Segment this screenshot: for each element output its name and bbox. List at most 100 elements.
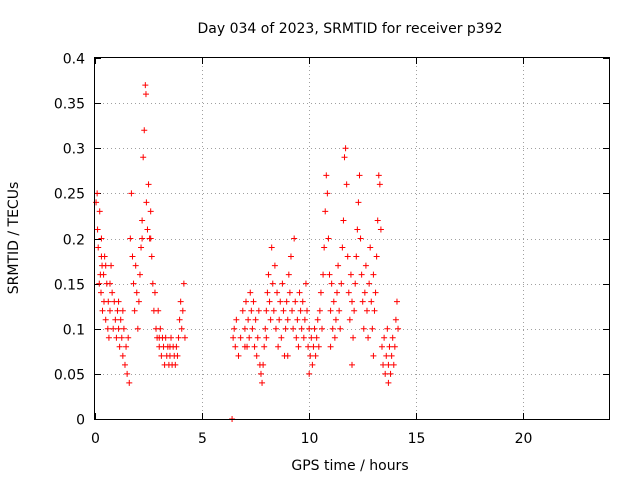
data-point [363,307,370,314]
data-point [179,307,186,314]
y-tick-label: 0.1 [63,323,85,339]
data-point [128,190,135,197]
y-axis-label: SRMTID / TECUs [6,182,22,295]
data-point [133,289,140,296]
data-point [345,289,352,296]
data-point [239,307,246,314]
data-point [173,343,180,350]
data-point [155,307,162,314]
data-point [362,262,369,269]
data-point [96,208,103,215]
data-point [358,271,365,278]
data-point [177,298,184,305]
data-point [304,307,311,314]
data-point [248,307,255,314]
axis-ticks: 0 0.05 0.1 0.15 0.2 0.25 0.3 0.35 0.4 0 5 10 15 20 [54,52,609,447]
data-point [124,370,131,377]
x-axis-label: GPS time / hours [291,458,408,474]
data-point [349,298,355,305]
data-point [369,325,376,332]
data-point [257,370,264,377]
data-point [372,289,379,296]
data-point [389,334,396,341]
data-point [327,343,334,350]
data-point [310,343,317,350]
data-point [119,352,126,359]
data-point [262,325,269,332]
data-point [387,370,394,377]
data-point [255,307,262,314]
data-point [232,343,239,350]
data-point [251,343,258,350]
data-point [284,352,291,359]
data-point [301,316,308,323]
data-points [93,82,402,422]
data-point [102,262,109,269]
data-point [114,307,121,314]
data-point [381,334,388,341]
data-point [374,217,381,224]
data-point [313,334,320,341]
data-point [100,271,107,278]
data-point [245,316,252,323]
x-tick-label: 5 [198,431,207,447]
data-point [395,325,402,332]
data-point [176,316,183,323]
x-tick-label: 20 [515,431,533,447]
data-point [99,307,106,314]
data-point [324,190,331,197]
data-point [94,226,101,233]
data-point [292,298,299,305]
data-point [284,316,291,323]
data-point [368,298,375,305]
data-point [266,298,273,305]
data-point [353,253,360,260]
x-tick-label: 0 [91,431,100,447]
data-point [252,316,259,323]
data-point [337,325,344,332]
data-point [97,289,104,296]
x-tick-label: 15 [408,431,426,447]
y-tick-label: 0.4 [63,52,85,68]
data-point [132,262,139,269]
data-point [311,325,318,332]
data-point [181,334,188,341]
data-point [95,244,102,251]
data-point [289,307,296,314]
data-point [336,307,343,314]
data-point [112,316,119,323]
data-point [302,280,309,287]
data-point [175,334,182,341]
data-point [317,289,324,296]
data-point [147,235,154,242]
data-point [331,334,338,341]
y-tick-label: 0 [76,413,85,429]
data-point [264,289,271,296]
data-point [378,343,385,350]
data-point [274,289,281,296]
data-point [338,280,345,287]
data-point [126,379,133,386]
data-point [350,334,357,341]
y-tick-label: 0.35 [54,97,85,113]
data-point [277,298,284,305]
data-point [291,235,298,242]
data-point [393,298,400,305]
data-point [263,334,270,341]
data-point [342,145,349,152]
data-point [129,253,136,260]
data-point [267,316,274,323]
data-point [370,352,377,359]
data-point [305,343,312,350]
data-point [268,244,275,251]
data-point [230,334,237,341]
data-point [357,235,364,242]
data-point [295,343,302,350]
data-point [390,361,397,368]
data-point [384,325,391,332]
data-point [118,334,125,341]
data-point [104,325,111,332]
y-tick-label: 0.25 [54,187,85,203]
data-point [117,316,124,323]
